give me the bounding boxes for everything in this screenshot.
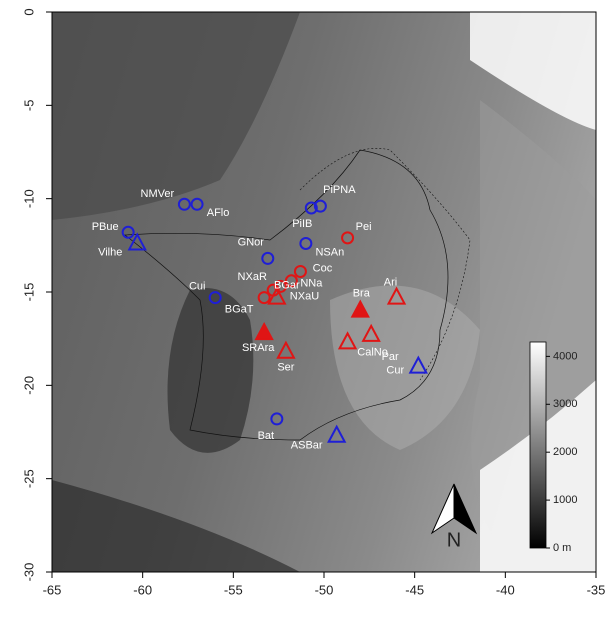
colorbar-tick-label: 0 m: [553, 542, 571, 554]
site-label: Ser: [277, 362, 294, 374]
site-label: Coc: [313, 262, 333, 274]
north-label: N: [447, 529, 461, 551]
y-tick-label: 0: [21, 8, 36, 15]
site-label: PiPNA: [323, 184, 356, 196]
y-tick-label: -15: [21, 283, 36, 302]
site-label: GNor: [238, 236, 265, 248]
colorbar-tick-label: 2000: [553, 446, 577, 458]
y-tick-label: -5: [21, 100, 36, 112]
y-tick-label: -20: [21, 376, 36, 395]
site-label: NSAn: [315, 246, 344, 258]
map: N -65 -60 -55 -50 -45 -40 -35 0 -5 -10 -15 -20 -25 -3…: [0, 0, 608, 617]
site-label: Cui: [189, 281, 206, 293]
site-label: NXaR: [238, 271, 267, 283]
site-label: Ari: [384, 277, 397, 289]
y-tick-label: -10: [21, 189, 36, 208]
site-label: NXaU: [290, 290, 319, 302]
site-label: BGaT: [225, 304, 254, 316]
colorbar-tick-label: 4000: [553, 350, 577, 362]
x-tick-label: -40: [496, 582, 515, 597]
site-label: AFlo: [207, 207, 230, 219]
x-tick-label: -60: [133, 582, 152, 597]
site-label: SRAra: [242, 342, 275, 354]
site-label: Bra: [353, 288, 371, 300]
site-label: Pei: [356, 221, 372, 233]
x-tick-label: -35: [587, 582, 606, 597]
x-tick-label: -50: [315, 582, 334, 597]
site-label: PiIB: [292, 218, 312, 230]
colorbar-ramp: [530, 342, 546, 548]
site-label: NMVer: [141, 188, 175, 200]
colorbar-tick-label: 1000: [553, 494, 577, 506]
y-tick-label: -30: [21, 563, 36, 582]
site-label: CalNo: [357, 346, 388, 358]
x-tick-label: -55: [224, 582, 243, 597]
x-tick-label: -45: [405, 582, 424, 597]
site-label: PBue: [92, 221, 119, 233]
colorbar: [530, 342, 546, 548]
site-label: Cur: [386, 365, 404, 377]
site-label: ASBar: [291, 440, 323, 452]
site-label: NNa: [300, 278, 323, 290]
site-label: Bat: [258, 430, 275, 442]
y-tick-label: -25: [21, 469, 36, 488]
elevation: [52, 12, 596, 572]
site-label: BGar: [274, 280, 300, 292]
site-label: Vilhe: [98, 246, 122, 258]
colorbar-tick-label: 3000: [553, 398, 577, 410]
x-tick-label: -65: [43, 582, 62, 597]
